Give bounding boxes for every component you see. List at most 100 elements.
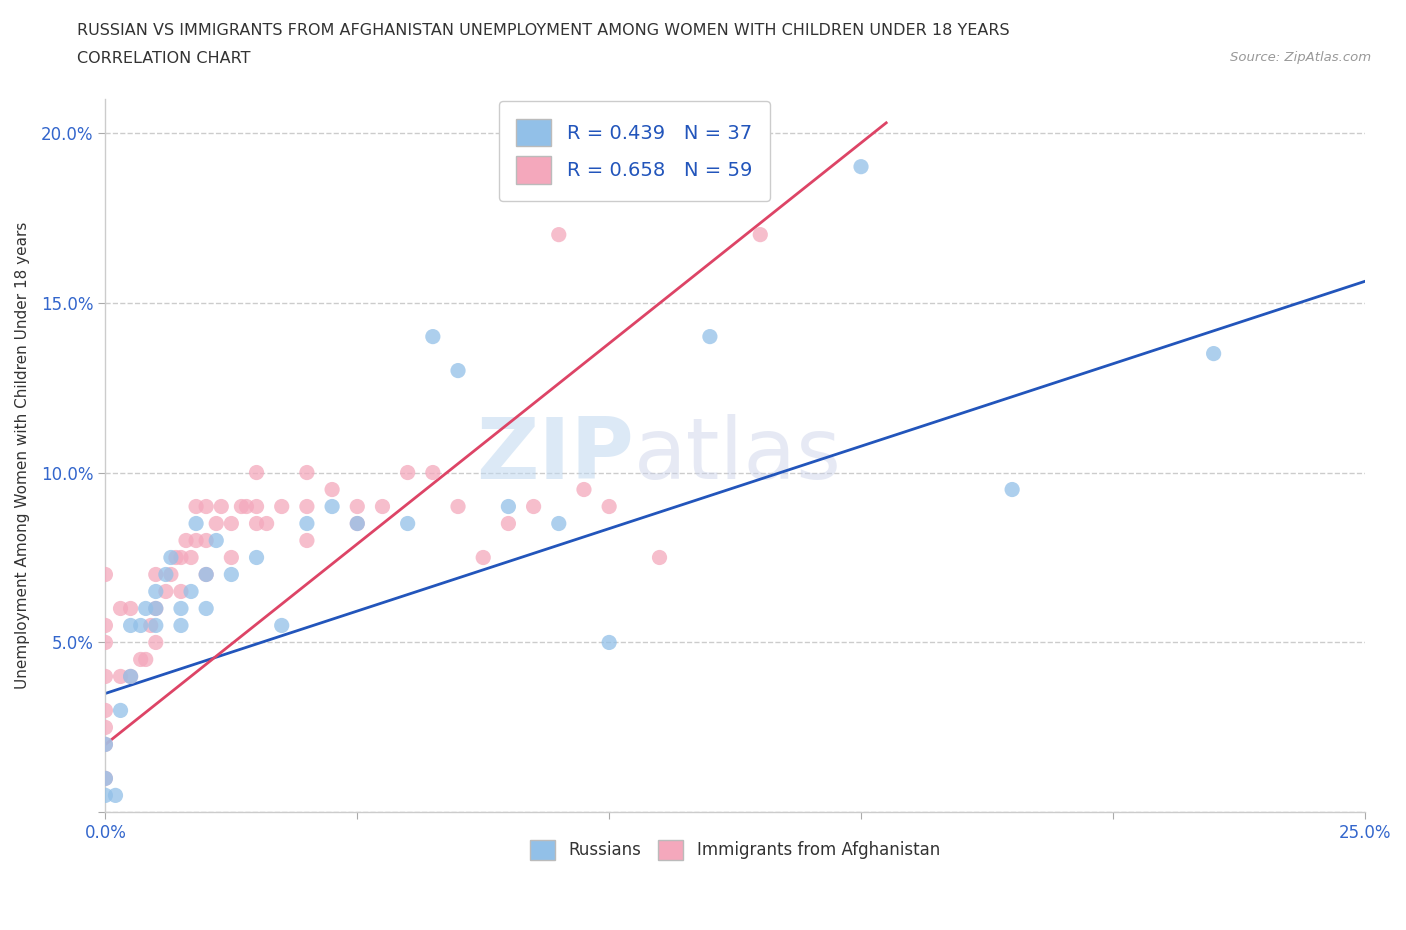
Text: atlas: atlas bbox=[634, 414, 842, 497]
Point bbox=[205, 533, 228, 548]
Point bbox=[145, 601, 167, 616]
Point bbox=[598, 499, 620, 514]
Point bbox=[447, 499, 470, 514]
Point bbox=[498, 499, 520, 514]
Point bbox=[180, 550, 202, 565]
Point bbox=[94, 737, 117, 751]
Point bbox=[94, 669, 117, 684]
Text: Source: ZipAtlas.com: Source: ZipAtlas.com bbox=[1230, 51, 1371, 64]
Point bbox=[346, 499, 368, 514]
Point bbox=[221, 567, 243, 582]
Point bbox=[346, 516, 368, 531]
Point bbox=[699, 329, 721, 344]
Point bbox=[184, 533, 207, 548]
Point bbox=[472, 550, 495, 565]
Point bbox=[195, 499, 218, 514]
Point bbox=[110, 669, 132, 684]
Point bbox=[231, 499, 253, 514]
Point bbox=[396, 465, 419, 480]
Point bbox=[245, 550, 267, 565]
Point bbox=[170, 550, 193, 565]
Point bbox=[849, 159, 872, 174]
Point bbox=[245, 516, 267, 531]
Point bbox=[547, 516, 569, 531]
Point bbox=[598, 635, 620, 650]
Point bbox=[648, 550, 671, 565]
Point bbox=[120, 618, 142, 633]
Point bbox=[321, 482, 343, 497]
Point bbox=[245, 465, 267, 480]
Point bbox=[145, 618, 167, 633]
Point bbox=[120, 669, 142, 684]
Point bbox=[145, 635, 167, 650]
Point bbox=[184, 499, 207, 514]
Point bbox=[135, 652, 157, 667]
Point bbox=[160, 567, 183, 582]
Point bbox=[94, 771, 117, 786]
Point bbox=[295, 465, 318, 480]
Point bbox=[155, 584, 177, 599]
Point bbox=[523, 499, 546, 514]
Point bbox=[170, 618, 193, 633]
Point bbox=[120, 669, 142, 684]
Point bbox=[129, 618, 152, 633]
Point bbox=[235, 499, 257, 514]
Point bbox=[346, 516, 368, 531]
Text: RUSSIAN VS IMMIGRANTS FROM AFGHANISTAN UNEMPLOYMENT AMONG WOMEN WITH CHILDREN UN: RUSSIAN VS IMMIGRANTS FROM AFGHANISTAN U… bbox=[77, 23, 1010, 38]
Point bbox=[145, 601, 167, 616]
Y-axis label: Unemployment Among Women with Children Under 18 years: Unemployment Among Women with Children U… bbox=[15, 222, 30, 689]
Point bbox=[270, 499, 292, 514]
Point bbox=[170, 584, 193, 599]
Point bbox=[165, 550, 187, 565]
Point bbox=[94, 635, 117, 650]
Point bbox=[135, 601, 157, 616]
Point bbox=[195, 533, 218, 548]
Point bbox=[94, 720, 117, 735]
Point bbox=[1202, 346, 1225, 361]
Point bbox=[184, 516, 207, 531]
Point bbox=[174, 533, 197, 548]
Point bbox=[94, 771, 117, 786]
Point bbox=[572, 482, 595, 497]
Point bbox=[104, 788, 127, 803]
Point bbox=[221, 516, 243, 531]
Point bbox=[498, 516, 520, 531]
Text: ZIP: ZIP bbox=[477, 414, 634, 497]
Point bbox=[749, 227, 772, 242]
Point bbox=[195, 567, 218, 582]
Point bbox=[94, 567, 117, 582]
Legend: Russians, Immigrants from Afghanistan: Russians, Immigrants from Afghanistan bbox=[522, 831, 948, 869]
Point bbox=[547, 227, 569, 242]
Point bbox=[295, 499, 318, 514]
Point bbox=[371, 499, 394, 514]
Point bbox=[295, 533, 318, 548]
Point bbox=[209, 499, 232, 514]
Point bbox=[139, 618, 162, 633]
Point bbox=[1001, 482, 1024, 497]
Text: CORRELATION CHART: CORRELATION CHART bbox=[77, 51, 250, 66]
Point bbox=[422, 465, 444, 480]
Point bbox=[170, 601, 193, 616]
Point bbox=[245, 499, 267, 514]
Point bbox=[94, 788, 117, 803]
Point bbox=[221, 550, 243, 565]
Point bbox=[270, 618, 292, 633]
Point bbox=[422, 329, 444, 344]
Point bbox=[110, 601, 132, 616]
Point bbox=[145, 584, 167, 599]
Point bbox=[155, 567, 177, 582]
Point bbox=[195, 601, 218, 616]
Point bbox=[145, 567, 167, 582]
Point bbox=[120, 601, 142, 616]
Point bbox=[321, 499, 343, 514]
Point bbox=[160, 550, 183, 565]
Point bbox=[94, 618, 117, 633]
Point bbox=[110, 703, 132, 718]
Point bbox=[396, 516, 419, 531]
Point bbox=[129, 652, 152, 667]
Point bbox=[94, 737, 117, 751]
Point bbox=[256, 516, 278, 531]
Point bbox=[195, 567, 218, 582]
Point bbox=[205, 516, 228, 531]
Point bbox=[180, 584, 202, 599]
